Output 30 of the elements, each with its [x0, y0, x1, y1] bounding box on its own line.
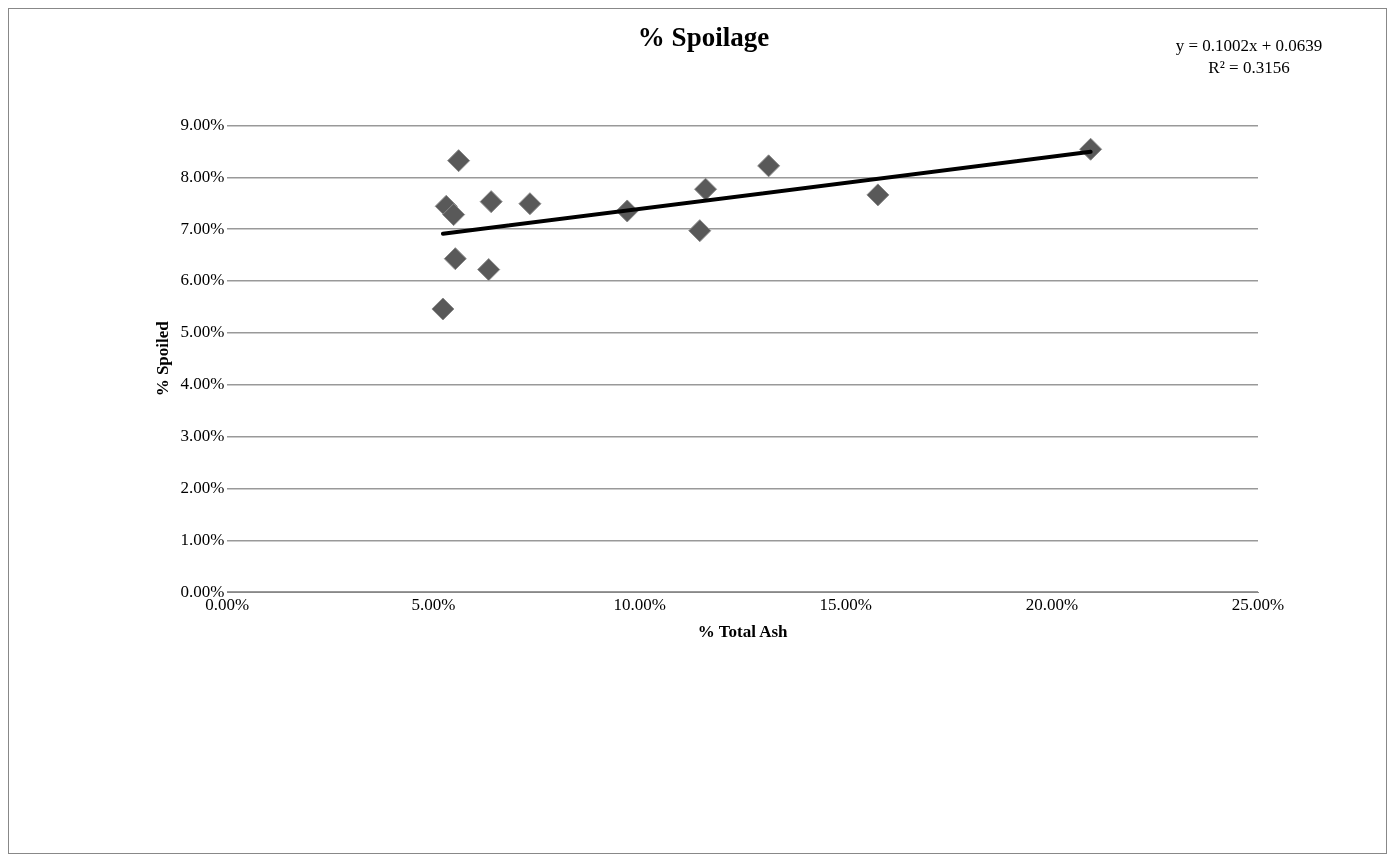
point [757, 154, 781, 178]
y-tick-label: 5.00% [180, 322, 225, 342]
text: y = 0.1002x + 0.0639 [1175, 36, 1323, 55]
point [479, 190, 503, 214]
y-tick-label: 4.00% [180, 374, 225, 394]
x-tick-label: 15.00% [819, 594, 872, 614]
point [443, 247, 467, 271]
y-tick-label: 9.00% [180, 114, 225, 134]
point [688, 219, 712, 243]
x-tick-label: 25.00% [1231, 594, 1285, 614]
point [866, 183, 890, 207]
chart-title: % Spoilage [637, 22, 770, 53]
y-tick-label: 8.00% [180, 166, 225, 186]
y-tick-label: 7.00% [180, 218, 225, 238]
x-tick-label: 5.00% [411, 594, 456, 614]
point [518, 192, 542, 216]
y-axis-title: % Spoiled [152, 320, 172, 397]
y-tick-label: 2.00% [180, 477, 225, 497]
y-tick-label: 6.00% [180, 270, 225, 290]
x-tick-label: 20.00% [1025, 594, 1079, 614]
y-tick-label: 3.00% [180, 426, 225, 446]
text: R² = 0.3156 [1208, 58, 1290, 77]
point [477, 258, 501, 282]
point [442, 203, 466, 227]
point [447, 149, 471, 173]
point [694, 177, 718, 201]
y-tick-label: 1.00% [180, 529, 225, 549]
x-tick-label: 10.00% [613, 594, 666, 614]
x-axis-title: % Total Ash [697, 622, 789, 642]
point [431, 297, 455, 321]
